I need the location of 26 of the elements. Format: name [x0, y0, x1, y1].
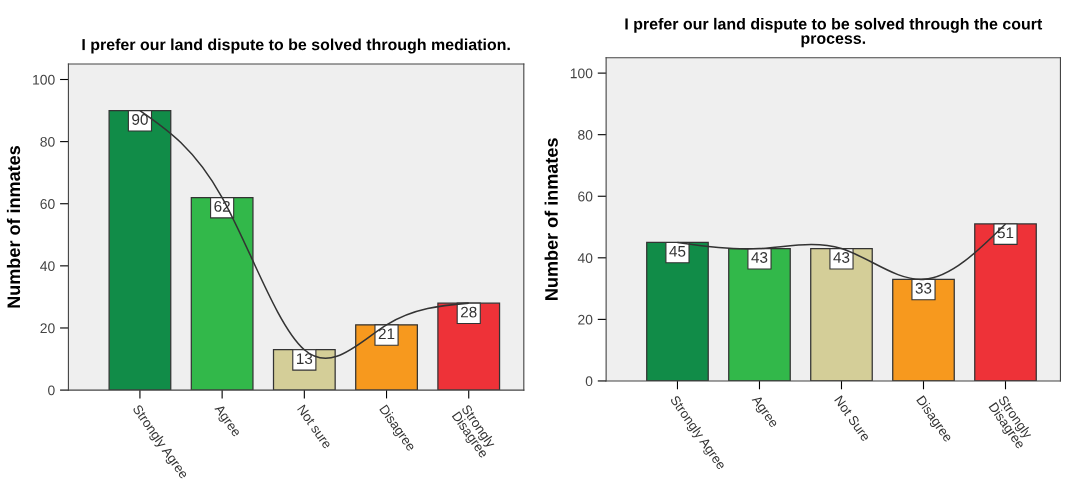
data-label: 28: [461, 306, 477, 318]
y-tick-label: 60: [40, 199, 55, 209]
data-label: 21: [378, 328, 395, 340]
data-label: 90: [132, 114, 148, 125]
y-tick-label: 80: [40, 136, 55, 147]
data-label: 43: [833, 252, 850, 263]
y-tick-label: 40: [577, 253, 593, 263]
y-tick-label: 100: [570, 68, 593, 79]
data-label: 45: [669, 246, 686, 257]
y-tick-label: 0: [585, 376, 593, 387]
chart-title: I prefer our land dispute to be solved through the court process.: [625, 17, 1043, 48]
chart-title: I prefer our land dispute to be solved through mediation.: [82, 38, 510, 54]
y-tick-label: 100: [33, 74, 55, 85]
data-label: 43: [751, 252, 768, 263]
y-tick-label: 80: [578, 130, 593, 140]
y-tick-label: 40: [40, 261, 55, 272]
y-tick-label: 20: [40, 323, 55, 334]
y-tick-label: 20: [578, 314, 593, 325]
y-tick-label: 0: [48, 385, 55, 396]
data-label: 13: [297, 353, 313, 365]
y-tick-label: 60: [578, 191, 593, 202]
x-tick-label: Not sure: [297, 404, 333, 450]
data-label: 51: [997, 227, 1014, 239]
y-axis-title: Number of inmates: [544, 138, 558, 300]
data-label: 33: [915, 282, 932, 294]
y-axis-title: Number of inmates: [6, 146, 21, 308]
